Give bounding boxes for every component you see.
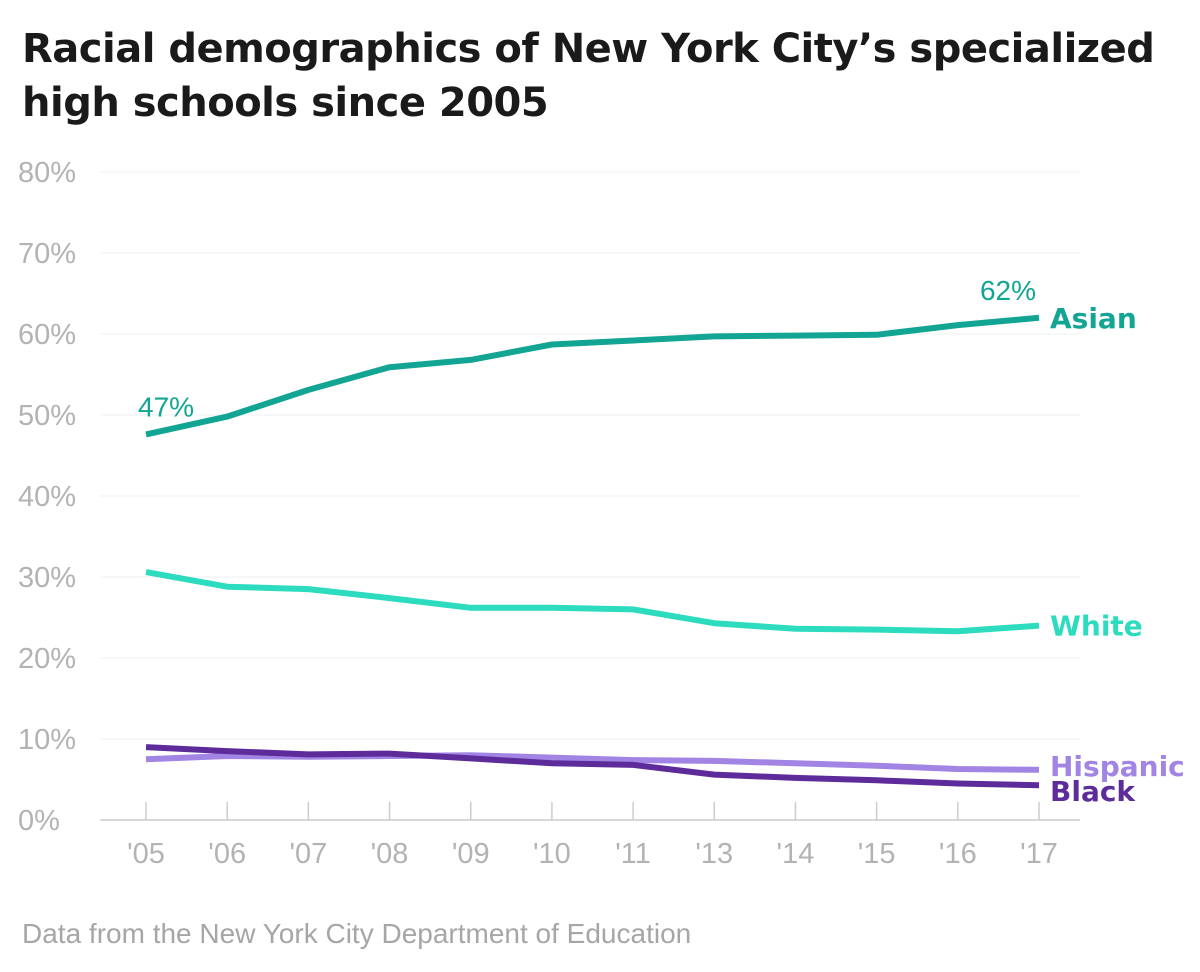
y-tick-label-60: 60% (18, 319, 76, 351)
series-label-black: Black (1050, 775, 1136, 808)
y-tick-label-40: 40% (18, 481, 76, 513)
x-tick-label-15: '15 (858, 838, 896, 870)
y-tick-label-80: 80% (18, 157, 76, 189)
y-tick-label-10: 10% (18, 724, 76, 756)
x-tick-label-16: '16 (939, 838, 977, 870)
annotation-asian-62: 62% (980, 275, 1036, 306)
annotations: 47% 62% (138, 275, 1036, 423)
x-tick-label-09: '09 (452, 838, 490, 870)
x-axis: '05 '06 '07 '08 '09 '10 '11 '13 '14 '15 '16 '17 (100, 802, 1080, 870)
y-axis-ticks: 0% 10% 20% 30% 40% 50% 60% 70% 80% (18, 157, 76, 837)
series-line-black (145, 744, 1040, 789)
annotation-asian-47: 47% (138, 391, 194, 422)
y-tick-label-50: 50% (18, 400, 76, 432)
series-label-asian: Asian (1050, 302, 1137, 335)
gridlines (100, 171, 1080, 740)
y-tick-label-0: 0% (18, 805, 60, 837)
y-tick-label-20: 20% (18, 643, 76, 675)
source-note: Data from the New York City Department o… (22, 918, 692, 949)
x-tick-label-11: '11 (615, 838, 651, 870)
series-line-white (145, 569, 1040, 635)
x-tick-label-07: '07 (289, 838, 327, 870)
y-tick-label-30: 30% (18, 562, 76, 594)
y-tick-label-70: 70% (18, 238, 76, 270)
x-tick-label-06: '06 (208, 838, 246, 870)
series-line-asian (145, 314, 1040, 438)
chart-title: Racial demographics of New York City’s s… (22, 26, 1155, 126)
x-tick-label-05: '05 (127, 838, 165, 870)
series-label-white: White (1050, 610, 1143, 643)
series-label-hispanic: Hispanic (1050, 750, 1185, 783)
x-tick-label-13: '13 (695, 838, 733, 870)
x-tick-label-14: '14 (777, 838, 815, 870)
series-lines (145, 314, 1040, 789)
x-tick-label-08: '08 (371, 838, 409, 870)
x-tick-label-10: '10 (533, 838, 571, 870)
x-tick-label-17: '17 (1020, 838, 1058, 870)
